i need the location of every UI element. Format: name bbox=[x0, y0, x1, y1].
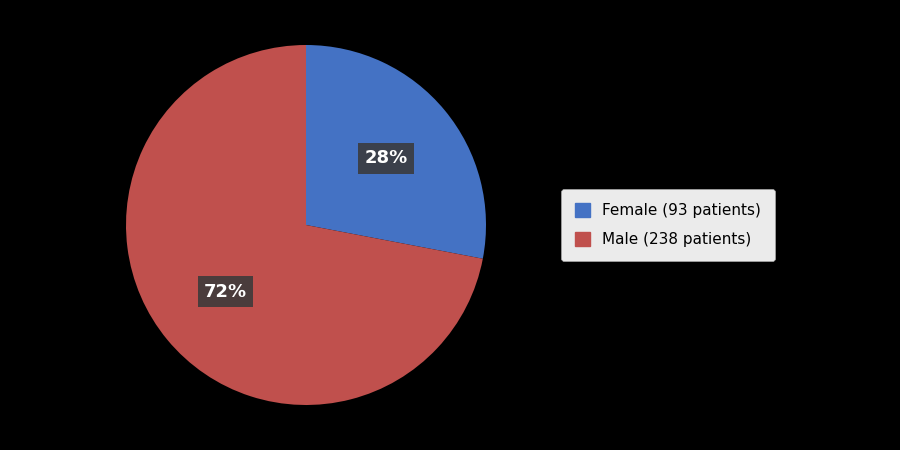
Wedge shape bbox=[126, 45, 482, 405]
Wedge shape bbox=[306, 45, 486, 259]
Text: 28%: 28% bbox=[364, 149, 408, 167]
Legend: Female (93 patients), Male (238 patients): Female (93 patients), Male (238 patients… bbox=[561, 189, 775, 261]
Text: 72%: 72% bbox=[204, 283, 248, 301]
